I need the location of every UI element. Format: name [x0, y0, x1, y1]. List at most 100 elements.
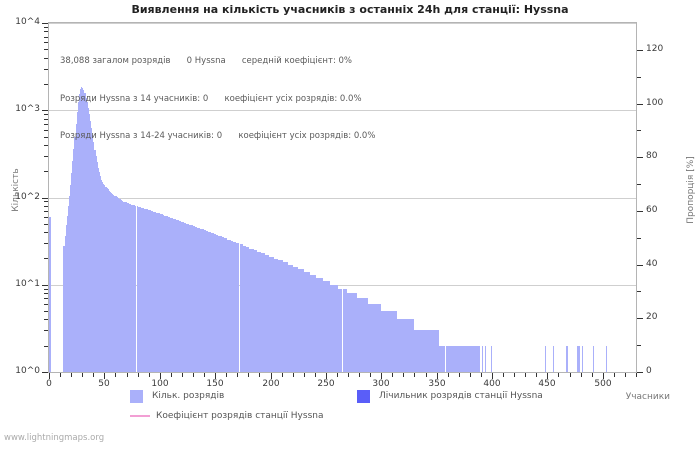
bar	[95, 155, 97, 372]
bar	[233, 241, 236, 372]
bar	[114, 195, 116, 372]
bar	[185, 223, 187, 372]
bar	[578, 345, 580, 372]
bar	[336, 284, 339, 372]
bar	[474, 345, 476, 372]
bar	[167, 216, 169, 372]
x-tick-minor	[149, 373, 150, 377]
bar	[339, 288, 341, 372]
y2-tick-minor	[637, 77, 641, 78]
y-tick-minor	[44, 84, 48, 85]
bar	[445, 345, 447, 372]
gridline-y	[49, 198, 636, 199]
bar	[183, 222, 185, 372]
bar	[290, 264, 292, 372]
bar	[448, 345, 450, 372]
bar	[144, 208, 146, 372]
x-tick-major	[160, 373, 161, 379]
bar	[309, 272, 311, 372]
bar	[262, 253, 264, 372]
y-tick-label: 10^0	[15, 366, 40, 376]
legend-item-station-ratio[interactable]: Коефіцієнт розрядів станції Hyssna	[130, 408, 323, 424]
y-tick-minor	[44, 69, 48, 70]
bar	[393, 311, 395, 372]
bar	[170, 218, 172, 372]
bar	[422, 330, 424, 372]
bar	[178, 220, 180, 372]
bar	[159, 213, 161, 372]
bar	[312, 274, 314, 372]
legend-item-station-counter[interactable]: Лічильник розрядів станції Hyssna	[357, 388, 543, 404]
bar	[171, 218, 174, 372]
bar	[300, 269, 302, 372]
bar	[268, 254, 270, 372]
y-tick-minor	[44, 211, 48, 212]
bar	[321, 277, 323, 372]
bar	[242, 245, 244, 372]
x-tick-minor	[171, 373, 172, 377]
y-tick-major	[42, 285, 48, 286]
bar	[319, 277, 321, 372]
gridline-y	[49, 285, 636, 286]
bar	[139, 207, 141, 372]
bar	[567, 345, 569, 372]
x-tick-minor	[403, 373, 404, 377]
bar	[490, 345, 493, 372]
plot-area	[49, 23, 636, 372]
bar	[406, 319, 408, 372]
bar	[298, 269, 300, 372]
bar	[315, 277, 318, 372]
bar	[320, 277, 322, 372]
x-tick-minor	[536, 373, 537, 377]
bar	[260, 253, 262, 372]
x-tick-label: 350	[428, 379, 446, 389]
bar	[184, 223, 186, 372]
y-tick-minor	[44, 304, 48, 305]
bar	[238, 243, 240, 372]
bar	[427, 330, 429, 372]
bar	[350, 293, 352, 372]
x-tick-minor	[237, 373, 238, 377]
bar	[154, 212, 156, 372]
bar	[461, 345, 463, 372]
bar	[358, 298, 360, 372]
bar	[223, 238, 226, 372]
bar	[210, 233, 212, 372]
bar	[282, 262, 284, 372]
bar	[215, 234, 217, 372]
bar	[308, 272, 310, 372]
bar	[279, 260, 281, 372]
bar	[475, 345, 477, 372]
bar	[76, 112, 78, 372]
bar	[436, 330, 438, 372]
y-tick-minor	[44, 49, 48, 50]
y2-tick-minor	[637, 345, 641, 346]
bar	[292, 266, 294, 372]
legend-line-station-ratio	[130, 415, 150, 417]
bar	[197, 227, 199, 372]
x-tick-minor	[60, 373, 61, 377]
bar	[442, 345, 444, 372]
bar	[351, 293, 353, 372]
y-tick-minor	[44, 243, 48, 244]
bar	[459, 345, 461, 372]
y-tick-major	[42, 372, 48, 373]
bar	[226, 238, 228, 372]
bar	[194, 226, 196, 372]
bar	[356, 298, 358, 372]
legend-item-discharge-count[interactable]: Кільк. розрядів	[130, 388, 224, 404]
bar	[137, 206, 139, 372]
bar	[202, 229, 205, 372]
y-tick-minor	[44, 137, 48, 138]
y-tick-minor	[44, 42, 48, 43]
bar	[346, 293, 349, 372]
bar	[344, 288, 346, 372]
x-tick-minor	[448, 373, 449, 377]
bar	[255, 250, 257, 372]
bar	[107, 189, 109, 372]
bar	[372, 304, 374, 372]
bar	[93, 142, 95, 372]
x-tick-major	[437, 373, 438, 379]
y-tick-label: 10^4	[15, 17, 40, 27]
y-tick-minor	[44, 232, 48, 233]
